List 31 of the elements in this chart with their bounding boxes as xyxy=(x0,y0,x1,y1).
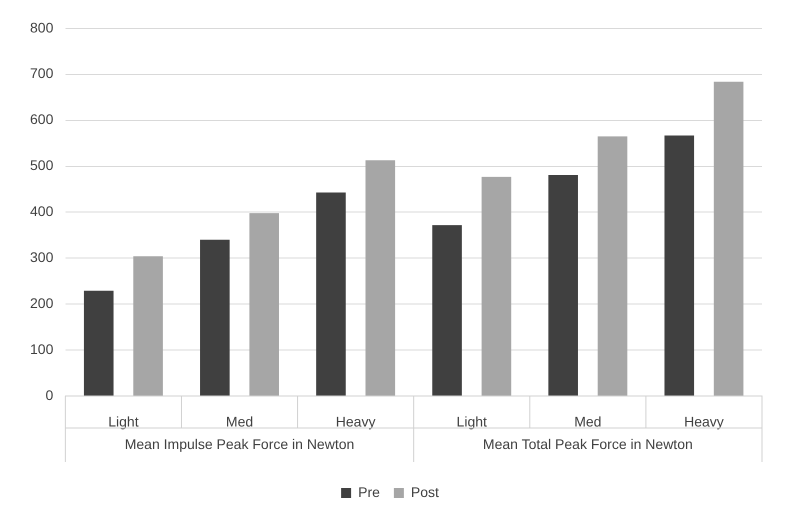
bar xyxy=(133,256,163,396)
x-tick-label: Heavy xyxy=(336,413,376,430)
x-tick-label: Heavy xyxy=(684,413,724,430)
bar xyxy=(365,160,396,396)
bar xyxy=(200,240,230,396)
bar xyxy=(482,176,512,396)
x-tick-label: Med xyxy=(574,413,602,430)
y-tick-label: 0 xyxy=(46,386,54,403)
text: Mean Impulse Peak Force in Newton xyxy=(124,436,354,452)
y-tick-label: 700 xyxy=(30,65,54,82)
x-tick-label: Light xyxy=(456,413,488,430)
bar xyxy=(249,213,279,396)
bar xyxy=(598,136,628,396)
bar xyxy=(664,135,694,396)
x-tick-label: Med xyxy=(226,413,254,430)
bar xyxy=(548,174,578,396)
y-tick-label: 400 xyxy=(30,203,54,220)
bar xyxy=(84,290,114,396)
bar xyxy=(316,192,346,396)
bar xyxy=(432,225,462,396)
y-tick-label: 600 xyxy=(30,111,54,128)
legend-label: Post xyxy=(410,484,440,500)
y-tick-label: 500 xyxy=(30,157,54,174)
text: Mean Total Peak Force in Newton xyxy=(482,436,693,452)
y-tick-label: 100 xyxy=(30,340,54,357)
legend-label: Pre xyxy=(358,484,380,500)
bar xyxy=(714,82,744,396)
x-tick-label: Light xyxy=(108,413,139,430)
y-tick-label: 800 xyxy=(30,19,54,36)
y-tick-label: 300 xyxy=(30,249,54,266)
y-tick-label: 200 xyxy=(30,294,54,311)
